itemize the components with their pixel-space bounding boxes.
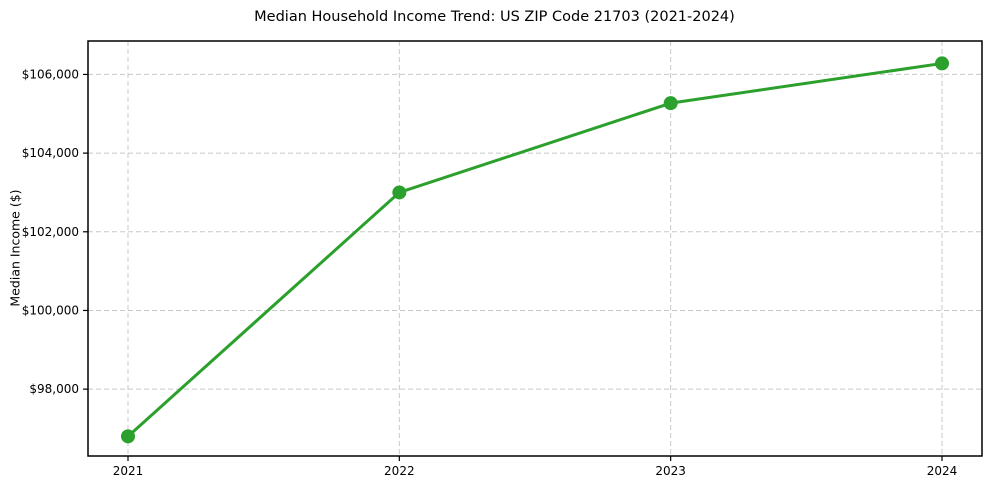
data-point [121,429,135,444]
y-tick-label: $98,000 [29,382,79,396]
y-tick-label: $104,000 [22,146,79,160]
x-tick-label: 2023 [655,464,686,478]
data-point [663,96,678,111]
x-tick-label: 2024 [927,464,958,478]
y-tick-label: $106,000 [22,67,79,81]
chart-title: Median Household Income Trend: US ZIP Co… [254,9,735,25]
y-tick-label: $102,000 [22,225,79,239]
y-tick-label: $100,000 [22,303,79,317]
data-point [935,56,949,71]
x-tick-label: 2021 [113,464,144,478]
data-point [392,185,407,200]
data-line [126,61,944,438]
plot-border [87,40,983,457]
x-tick-label: 2022 [384,464,415,478]
